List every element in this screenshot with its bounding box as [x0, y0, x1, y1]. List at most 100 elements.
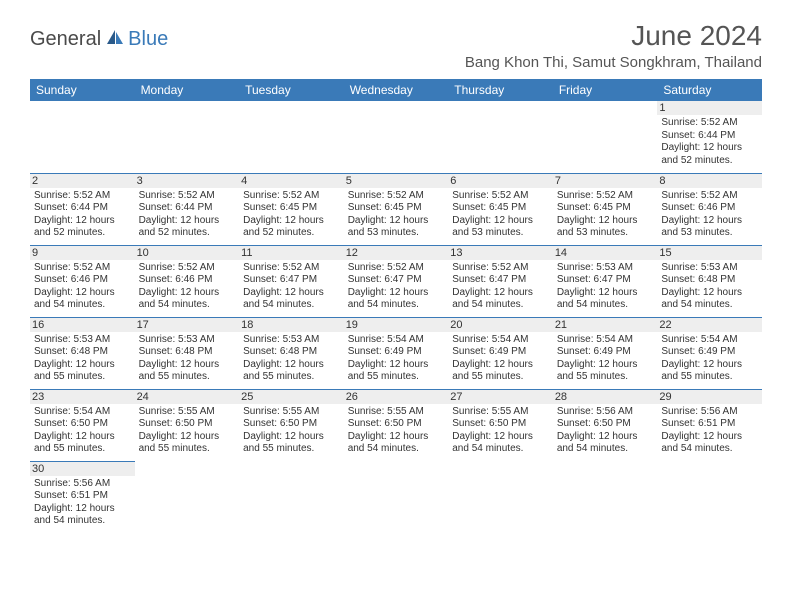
day-info: Sunrise: 5:52 AMSunset: 6:45 PMDaylight:… — [452, 190, 549, 240]
calendar-day-cell: 30Sunrise: 5:56 AMSunset: 6:51 PMDayligh… — [30, 461, 135, 533]
sunset-text: Sunset: 6:47 PM — [348, 274, 445, 287]
calendar-week-row: 9Sunrise: 5:52 AMSunset: 6:46 PMDaylight… — [30, 245, 762, 317]
day-info: Sunrise: 5:55 AMSunset: 6:50 PMDaylight:… — [139, 406, 236, 456]
day-info: Sunrise: 5:52 AMSunset: 6:44 PMDaylight:… — [139, 190, 236, 240]
calendar-day-cell: 1Sunrise: 5:52 AMSunset: 6:44 PMDaylight… — [657, 101, 762, 173]
sunset-text: Sunset: 6:45 PM — [557, 202, 654, 215]
sunset-text: Sunset: 6:48 PM — [243, 346, 340, 359]
daylight-text: Daylight: 12 hours and 54 minutes. — [243, 287, 340, 312]
sunset-text: Sunset: 6:46 PM — [139, 274, 236, 287]
sunset-text: Sunset: 6:44 PM — [34, 202, 131, 215]
day-number: 22 — [657, 318, 762, 332]
weekday-header-row: Sunday Monday Tuesday Wednesday Thursday… — [30, 79, 762, 101]
calendar-day-cell: 8Sunrise: 5:52 AMSunset: 6:46 PMDaylight… — [657, 173, 762, 245]
sunrise-text: Sunrise: 5:55 AM — [348, 406, 445, 419]
sunrise-text: Sunrise: 5:52 AM — [557, 190, 654, 203]
day-info: Sunrise: 5:52 AMSunset: 6:46 PMDaylight:… — [139, 262, 236, 312]
day-number: 1 — [657, 101, 762, 115]
day-info: Sunrise: 5:53 AMSunset: 6:48 PMDaylight:… — [34, 334, 131, 384]
day-number: 15 — [657, 246, 762, 260]
day-number: 3 — [135, 174, 240, 188]
sunrise-text: Sunrise: 5:56 AM — [34, 478, 131, 491]
sunset-text: Sunset: 6:44 PM — [139, 202, 236, 215]
calendar-day-cell: 9Sunrise: 5:52 AMSunset: 6:46 PMDaylight… — [30, 245, 135, 317]
sunrise-text: Sunrise: 5:52 AM — [139, 190, 236, 203]
daylight-text: Daylight: 12 hours and 54 minutes. — [557, 287, 654, 312]
daylight-text: Daylight: 12 hours and 52 minutes. — [139, 215, 236, 240]
sunrise-text: Sunrise: 5:52 AM — [139, 262, 236, 275]
daylight-text: Daylight: 12 hours and 55 minutes. — [34, 431, 131, 456]
calendar-week-row: 23Sunrise: 5:54 AMSunset: 6:50 PMDayligh… — [30, 389, 762, 461]
sunset-text: Sunset: 6:47 PM — [243, 274, 340, 287]
day-number: 21 — [553, 318, 658, 332]
day-number: 18 — [239, 318, 344, 332]
weekday-header: Friday — [553, 79, 658, 101]
daylight-text: Daylight: 12 hours and 55 minutes. — [34, 359, 131, 384]
sunrise-text: Sunrise: 5:52 AM — [243, 262, 340, 275]
sunrise-text: Sunrise: 5:55 AM — [139, 406, 236, 419]
day-number: 13 — [448, 246, 553, 260]
logo: General Blue — [30, 28, 168, 51]
daylight-text: Daylight: 12 hours and 54 minutes. — [348, 287, 445, 312]
day-number: 11 — [239, 246, 344, 260]
sail-icon — [105, 28, 125, 51]
weekday-header: Tuesday — [239, 79, 344, 101]
day-info: Sunrise: 5:52 AMSunset: 6:45 PMDaylight:… — [557, 190, 654, 240]
day-number: 12 — [344, 246, 449, 260]
calendar-day-cell — [553, 101, 658, 173]
calendar-day-cell: 21 Sunrise: 5:54 AMSunset: 6:49 PMDayligh… — [553, 317, 658, 389]
calendar-day-cell: 2Sunrise: 5:52 AMSunset: 6:44 PMDaylight… — [30, 173, 135, 245]
logo-text-general: General — [30, 28, 101, 51]
daylight-text: Daylight: 12 hours and 54 minutes. — [661, 431, 758, 456]
sunrise-text: Sunrise: 5:53 AM — [243, 334, 340, 347]
calendar-day-cell — [553, 461, 658, 533]
day-number: 16 — [30, 318, 135, 332]
month-title: June 2024 — [465, 20, 762, 52]
sunrise-text: Sunrise: 5:52 AM — [243, 190, 340, 203]
weekday-header: Sunday — [30, 79, 135, 101]
sunset-text: Sunset: 6:46 PM — [34, 274, 131, 287]
calendar-day-cell: 17Sunrise: 5:53 AMSunset: 6:48 PMDayligh… — [135, 317, 240, 389]
calendar-day-cell — [239, 461, 344, 533]
sunset-text: Sunset: 6:50 PM — [243, 418, 340, 431]
day-number: 24 — [135, 390, 240, 404]
sunrise-text: Sunrise: 5:52 AM — [348, 262, 445, 275]
calendar-week-row: 30Sunrise: 5:56 AMSunset: 6:51 PMDayligh… — [30, 461, 762, 533]
calendar-day-cell: 27Sunrise: 5:55 AMSunset: 6:50 PMDayligh… — [448, 389, 553, 461]
weekday-header: Wednesday — [344, 79, 449, 101]
day-number: 14 — [553, 246, 658, 260]
daylight-text: Daylight: 12 hours and 55 minutes. — [452, 359, 549, 384]
day-number: 4 — [239, 174, 344, 188]
daylight-text: Daylight: 12 hours and 53 minutes. — [557, 215, 654, 240]
daylight-text: Daylight: 12 hours and 55 minutes. — [139, 431, 236, 456]
calendar-day-cell: 14Sunrise: 5:53 AMSunset: 6:47 PMDayligh… — [553, 245, 658, 317]
logo-text-blue: Blue — [128, 28, 168, 51]
daylight-text: Daylight: 12 hours and 52 minutes. — [34, 215, 131, 240]
sunset-text: Sunset: 6:50 PM — [34, 418, 131, 431]
sunset-text: Sunset: 6:50 PM — [557, 418, 654, 431]
sunset-text: Sunset: 6:49 PM — [661, 346, 758, 359]
day-info: Sunrise: 5:52 AMSunset: 6:46 PMDaylight:… — [661, 190, 758, 240]
sunset-text: Sunset: 6:51 PM — [34, 490, 131, 503]
sunset-text: Sunset: 6:49 PM — [348, 346, 445, 359]
calendar-day-cell: 3 Sunrise: 5:52 AMSunset: 6:44 PMDaylight… — [135, 173, 240, 245]
sunrise-text: Sunrise: 5:54 AM — [661, 334, 758, 347]
sunset-text: Sunset: 6:45 PM — [452, 202, 549, 215]
calendar-day-cell: 7Sunrise: 5:52 AMSunset: 6:45 PMDaylight… — [553, 173, 658, 245]
sunrise-text: Sunrise: 5:54 AM — [557, 334, 654, 347]
day-info: Sunrise: 5:56 AMSunset: 6:51 PMDaylight:… — [661, 406, 758, 456]
sunset-text: Sunset: 6:45 PM — [348, 202, 445, 215]
sunrise-text: Sunrise: 5:56 AM — [661, 406, 758, 419]
calendar-day-cell: 6Sunrise: 5:52 AMSunset: 6:45 PMDaylight… — [448, 173, 553, 245]
day-info: Sunrise: 5:52 AMSunset: 6:47 PMDaylight:… — [452, 262, 549, 312]
daylight-text: Daylight: 12 hours and 52 minutes. — [661, 142, 758, 167]
daylight-text: Daylight: 12 hours and 53 minutes. — [452, 215, 549, 240]
sunrise-text: Sunrise: 5:53 AM — [557, 262, 654, 275]
day-number: 19 — [344, 318, 449, 332]
day-number: 28 — [553, 390, 658, 404]
daylight-text: Daylight: 12 hours and 52 minutes. — [243, 215, 340, 240]
day-number: 17 — [135, 318, 240, 332]
day-info: Sunrise: 5:54 AMSunset: 6:49 PMDaylight:… — [557, 334, 654, 384]
sunset-text: Sunset: 6:50 PM — [139, 418, 236, 431]
sunset-text: Sunset: 6:48 PM — [139, 346, 236, 359]
